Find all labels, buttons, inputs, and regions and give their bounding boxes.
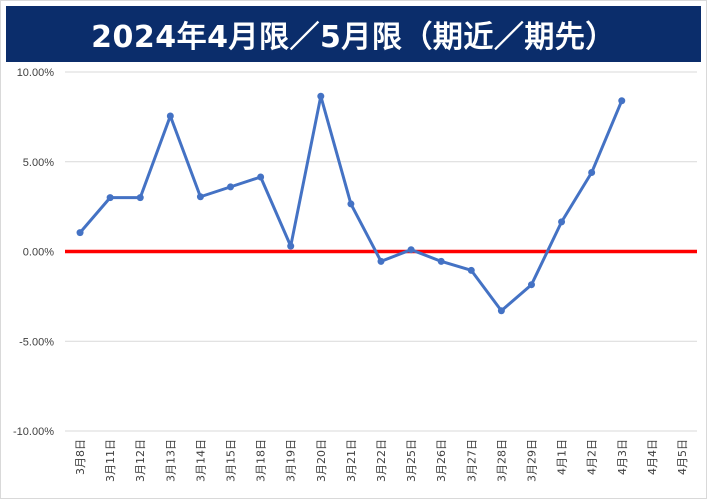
x-tick-label: 4月2日 <box>586 439 599 475</box>
x-tick-label: 3月19日 <box>285 439 298 482</box>
y-tick-label: -10.00% <box>13 426 54 438</box>
y-tick-label: -5.00% <box>19 336 54 348</box>
x-tick-label: 3月14日 <box>194 439 207 482</box>
x-tick-label: 3月25日 <box>405 439 418 482</box>
x-tick-label: 3月27日 <box>465 439 478 482</box>
x-tick-label: 4月5日 <box>676 439 689 475</box>
data-point <box>136 194 144 202</box>
x-tick-label: 3月29日 <box>525 439 538 482</box>
x-axis-ticks: 3月8日 3月11日 3月12日 3月13日 3月14日 3月15日 3月18日 3月19日 3… <box>74 439 689 482</box>
x-tick-label: 4月4日 <box>646 439 659 475</box>
x-tick-label: 3月22日 <box>375 439 388 482</box>
x-tick-label: 3月12日 <box>134 439 147 482</box>
data-point <box>287 242 295 250</box>
x-tick-label: 3月20日 <box>315 439 328 482</box>
data-point <box>257 173 265 181</box>
y-tick-label: 10.00% <box>17 67 55 79</box>
data-point <box>377 257 385 265</box>
y-tick-label: 0.00% <box>23 247 54 259</box>
x-tick-label: 4月3日 <box>616 439 629 475</box>
title-bar: 2024年4月限／5月限（期近／期先） <box>6 6 701 62</box>
data-point <box>527 281 535 289</box>
data-point <box>437 257 445 265</box>
x-tick-label: 3月21日 <box>345 439 358 482</box>
data-point <box>196 193 204 201</box>
data-point <box>347 200 355 208</box>
data-point <box>166 112 174 120</box>
x-tick-label: 3月11日 <box>104 439 117 482</box>
x-tick-label: 3月15日 <box>225 439 238 482</box>
data-point <box>497 307 505 315</box>
data-point <box>558 218 566 226</box>
x-tick-label: 3月26日 <box>435 439 448 482</box>
chart-title: 2024年4月限／5月限（期近／期先） <box>91 20 616 55</box>
data-point <box>76 229 84 237</box>
data-point <box>227 183 235 191</box>
x-tick-label: 3月8日 <box>74 439 87 475</box>
data-point <box>317 92 325 100</box>
data-point <box>588 169 596 177</box>
data-point <box>467 266 475 274</box>
x-tick-label: 3月13日 <box>164 439 177 482</box>
y-tick-label: 5.00% <box>23 157 54 169</box>
x-tick-label: 3月18日 <box>255 439 268 482</box>
y-axis-ticks: 10.00% 5.00% 0.00% -5.00% -10.00% <box>13 67 54 438</box>
x-tick-label: 3月28日 <box>495 439 508 482</box>
data-point <box>618 97 626 105</box>
data-point <box>106 194 114 202</box>
data-point <box>407 246 415 254</box>
x-tick-label: 4月1日 <box>556 439 569 475</box>
series-layer <box>76 92 626 315</box>
